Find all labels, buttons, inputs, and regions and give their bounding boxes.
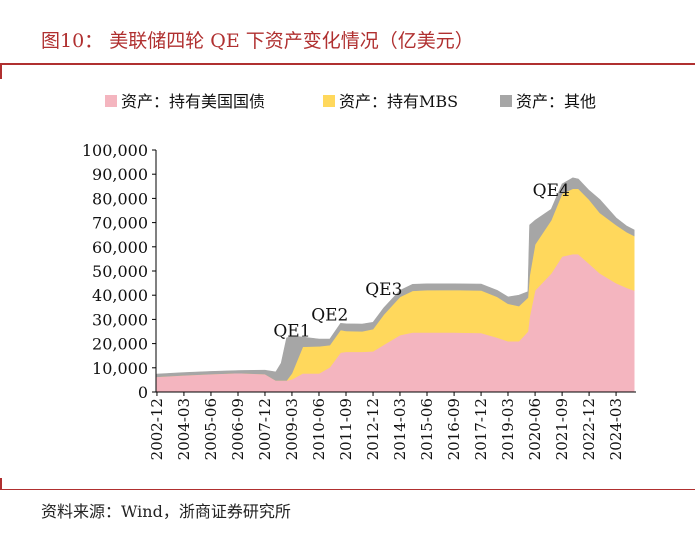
y-tick-label: 10,000 (92, 359, 148, 378)
left-accent-mark-bottom (0, 478, 2, 490)
axes: 0 10,000 20,000 30,000 40,000 50,000 60,000 70,… (82, 141, 636, 460)
y-tick-label: 90,000 (92, 165, 148, 184)
x-tick-label: 2002-12 (148, 398, 166, 460)
y-tick-label: 100,000 (82, 141, 148, 160)
area-other (156, 177, 635, 381)
y-tick-label: 70,000 (92, 214, 148, 233)
y-tick-label: 20,000 (92, 335, 148, 354)
legend: 资产：持有美国国债 资产：持有MBS 资产：其他 (105, 92, 596, 111)
y-tick-label: 80,000 (92, 189, 148, 208)
y-tick-label: 60,000 (92, 238, 148, 257)
x-tick-label: 2015-06 (418, 398, 436, 460)
source-note: 资料来源：Wind，浙商证券研究所 (41, 502, 291, 521)
x-tick-label: 2021-09 (553, 398, 571, 460)
legend-label: 资产：其他 (516, 92, 596, 111)
x-tick-label: 2022-12 (580, 398, 598, 460)
x-tick-label: 2017-12 (472, 398, 490, 460)
legend-swatch (323, 95, 335, 107)
legend-label: 资产：持有MBS (339, 92, 458, 111)
x-tick-label: 2012-12 (364, 398, 382, 460)
legend-label: 资产：持有美国国债 (121, 92, 265, 111)
legend-swatch (105, 95, 117, 107)
page-title: 图10： 美联储四轮 QE 下资产变化情况（亿美元） (41, 30, 474, 52)
legend-swatch (500, 95, 512, 107)
x-tick-label: 2024-03 (607, 398, 625, 460)
y-tick-label: 30,000 (92, 310, 148, 329)
footer-divider (0, 489, 695, 490)
x-tick-label: 2016-09 (445, 398, 463, 460)
annotation-label: QE4 (533, 181, 570, 201)
left-accent-mark-top (0, 63, 2, 79)
x-tick-label: 2011-09 (337, 398, 355, 460)
x-tick-label: 2014-03 (391, 398, 409, 460)
title-divider (0, 63, 695, 65)
x-tick-label: 2005-06 (202, 398, 220, 460)
x-tick-label: 2004-03 (175, 398, 193, 460)
y-tick-label: 40,000 (92, 286, 148, 305)
x-tick-label: 2020-06 (526, 398, 544, 460)
annotation-label: QE2 (311, 306, 348, 326)
x-tick-label: 2010-06 (310, 398, 328, 460)
y-tick-label: 50,000 (92, 262, 148, 281)
x-tick-label: 2006-09 (229, 398, 247, 460)
x-tick-label: 2007-12 (256, 398, 274, 460)
annotation-label: QE1 (273, 321, 310, 341)
annotation-label: QE3 (365, 280, 402, 300)
y-tick-label: 0 (138, 383, 148, 402)
x-tick-label: 2009-03 (283, 398, 301, 460)
x-tick-label: 2019-03 (499, 398, 517, 460)
